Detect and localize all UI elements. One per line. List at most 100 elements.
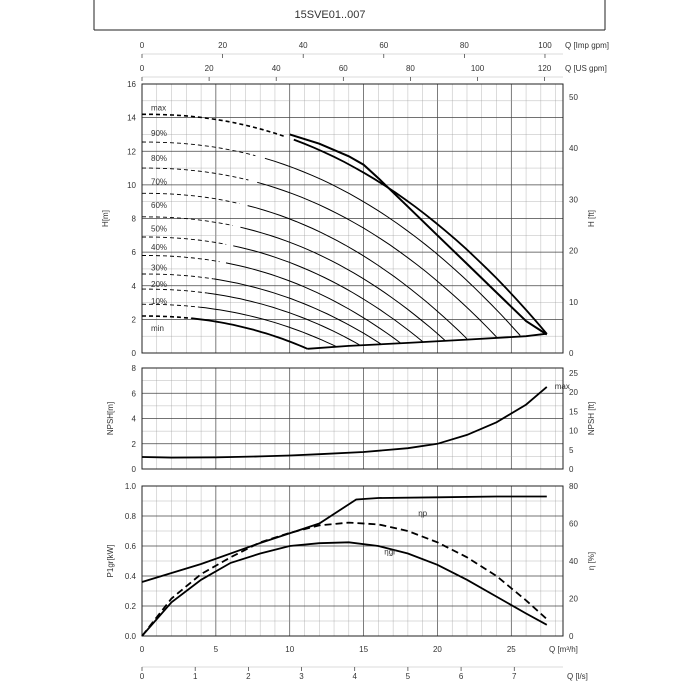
m3h-tick: 0 — [140, 645, 145, 654]
speed-label-10%: 10% — [151, 297, 167, 306]
head-ytick-left: 8 — [132, 215, 137, 224]
head-ytick-left: 14 — [127, 114, 136, 123]
imp-gpm-tick: 60 — [379, 41, 388, 50]
ls-tick: 2 — [246, 672, 251, 681]
us-gpm-tick: 80 — [406, 64, 415, 73]
imp-gpm-tick: 40 — [299, 41, 308, 50]
us-gpm-tick: 120 — [538, 64, 552, 73]
power-ytick-left: 1.0 — [125, 482, 137, 491]
grids — [141, 83, 564, 637]
imp-gpm-tick: 80 — [460, 41, 469, 50]
m3h-tick: 25 — [507, 645, 516, 654]
m3h-label: Q [m³/h] — [549, 645, 578, 654]
ls-tick: 4 — [352, 672, 357, 681]
head-ytick-right: 10 — [569, 298, 578, 307]
head-curve-50%-dashed — [142, 236, 227, 245]
us-gpm-tick: 100 — [471, 64, 485, 73]
npsh-ytick-right: 10 — [569, 427, 578, 436]
eta-gr-curve — [141, 541, 548, 637]
ls-tick: 1 — [193, 672, 198, 681]
npsh-curve-label: max — [555, 382, 570, 391]
head-ytick-left: 16 — [127, 80, 136, 89]
head-ytick-right: 30 — [569, 195, 578, 204]
speed-label-min: min — [151, 324, 164, 333]
head-ylabel-left: H[m] — [101, 210, 110, 227]
power-ytick-left: 0.6 — [125, 542, 137, 551]
speed-label-20%: 20% — [151, 280, 167, 289]
ls-tick: 3 — [299, 672, 304, 681]
npsh-ytick-left: 2 — [132, 440, 137, 449]
m3h-tick: 5 — [214, 645, 219, 654]
head-curve-70%-dashed — [142, 192, 240, 205]
axes: 0 20 40 60 80 100 Q [Imp gpm]0 20 40 60 80 100 120 Q … — [101, 41, 609, 681]
eta-ytick-right: 20 — [569, 595, 578, 604]
head-curve-60% — [240, 226, 446, 341]
head-curve-30% — [213, 278, 382, 345]
ls-tick: 5 — [406, 672, 411, 681]
imp-gpm-tick: 0 — [140, 41, 145, 50]
ls-tick: 7 — [512, 672, 517, 681]
ls-label: Q [l/s] — [567, 672, 588, 681]
head-envelope-lower — [307, 332, 547, 350]
curves: max 90% 80% 70% 60% 50% 40% 30% 20% 10% min max ηp ηg… — [141, 104, 570, 637]
head-ytick-right: 50 — [569, 93, 578, 102]
head-ytick-left: 6 — [132, 248, 137, 257]
head-ytick-left: 10 — [127, 181, 136, 190]
speed-label-max: max — [151, 104, 166, 113]
chart-title: 15SVE01..007 — [295, 9, 366, 21]
us-gpm-tick: 0 — [140, 64, 145, 73]
head-envelope-upper — [289, 133, 548, 336]
speed-label-50%: 50% — [151, 225, 167, 234]
head-curve-20% — [207, 292, 361, 346]
head-curve-min — [191, 317, 308, 350]
head-frame — [141, 83, 564, 354]
npsh-curve — [141, 386, 548, 459]
head-ytick-right: 20 — [569, 247, 578, 256]
head-ytick-right: 40 — [569, 144, 578, 153]
head-curve-50% — [233, 245, 424, 342]
npsh-ytick-right: 15 — [569, 407, 578, 416]
head-curve-90% — [264, 157, 521, 336]
power-curve — [141, 495, 547, 583]
head-curve-max — [293, 138, 548, 335]
head-curve-min-dashed — [142, 315, 192, 320]
power-ytick-left: 0.8 — [125, 512, 137, 521]
head-curve-80%-dashed — [142, 167, 249, 181]
us-gpm-tick: 20 — [205, 64, 214, 73]
head-curve-30%-dashed — [142, 273, 214, 280]
head-curve-10%-dashed — [141, 303, 201, 308]
speed-label-40%: 40% — [151, 243, 167, 252]
imp-gpm-label: Q [Imp gpm] — [565, 41, 609, 50]
power-ytick-left: 0.0 — [125, 632, 137, 641]
head-ylabel-right: H [ft] — [587, 210, 596, 227]
eta-ytick-right: 80 — [569, 482, 578, 491]
head-ytick-left: 0 — [132, 349, 137, 358]
head-curve-40%-dashed — [142, 255, 220, 263]
npsh-ytick-right: 0 — [569, 465, 574, 474]
speed-label-60%: 60% — [151, 201, 167, 210]
npsh-ytick-left: 0 — [132, 465, 137, 474]
npsh-ytick-right: 20 — [569, 388, 578, 397]
head-curve-10% — [200, 306, 338, 348]
head-curve-60%-dashed — [141, 216, 233, 226]
m3h-tick: 20 — [433, 645, 442, 654]
eta-p-label: ηp — [418, 509, 427, 518]
head-curve-max-dashed — [142, 113, 284, 137]
m3h-tick: 10 — [285, 645, 294, 654]
npsh-ytick-left: 4 — [132, 415, 137, 424]
speed-label-30%: 30% — [151, 263, 167, 272]
eta-gr-label: ηgr — [384, 547, 396, 556]
speed-label-70%: 70% — [151, 178, 167, 187]
speed-label-90%: 90% — [151, 129, 167, 138]
power-ytick-left: 0.4 — [125, 572, 137, 581]
head-curve-70% — [247, 205, 468, 340]
npsh-ytick-left: 6 — [132, 389, 137, 398]
ls-tick: 6 — [459, 672, 464, 681]
npsh-frame — [141, 367, 564, 470]
npsh-ylabel-right: NPSH [ft] — [587, 402, 596, 435]
imp-gpm-tick: 20 — [218, 41, 227, 50]
speed-label-80%: 80% — [151, 154, 167, 163]
us-gpm-tick: 40 — [272, 64, 281, 73]
imp-gpm-tick: 100 — [538, 41, 552, 50]
